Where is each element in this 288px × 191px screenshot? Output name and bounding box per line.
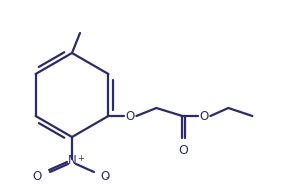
Text: -: - <box>106 172 109 182</box>
Text: O: O <box>126 109 135 122</box>
Text: O: O <box>33 169 42 182</box>
Text: O: O <box>179 144 188 157</box>
Text: O: O <box>100 169 109 182</box>
Text: +: + <box>77 154 84 163</box>
Text: O: O <box>200 109 209 122</box>
Text: N: N <box>68 154 76 167</box>
